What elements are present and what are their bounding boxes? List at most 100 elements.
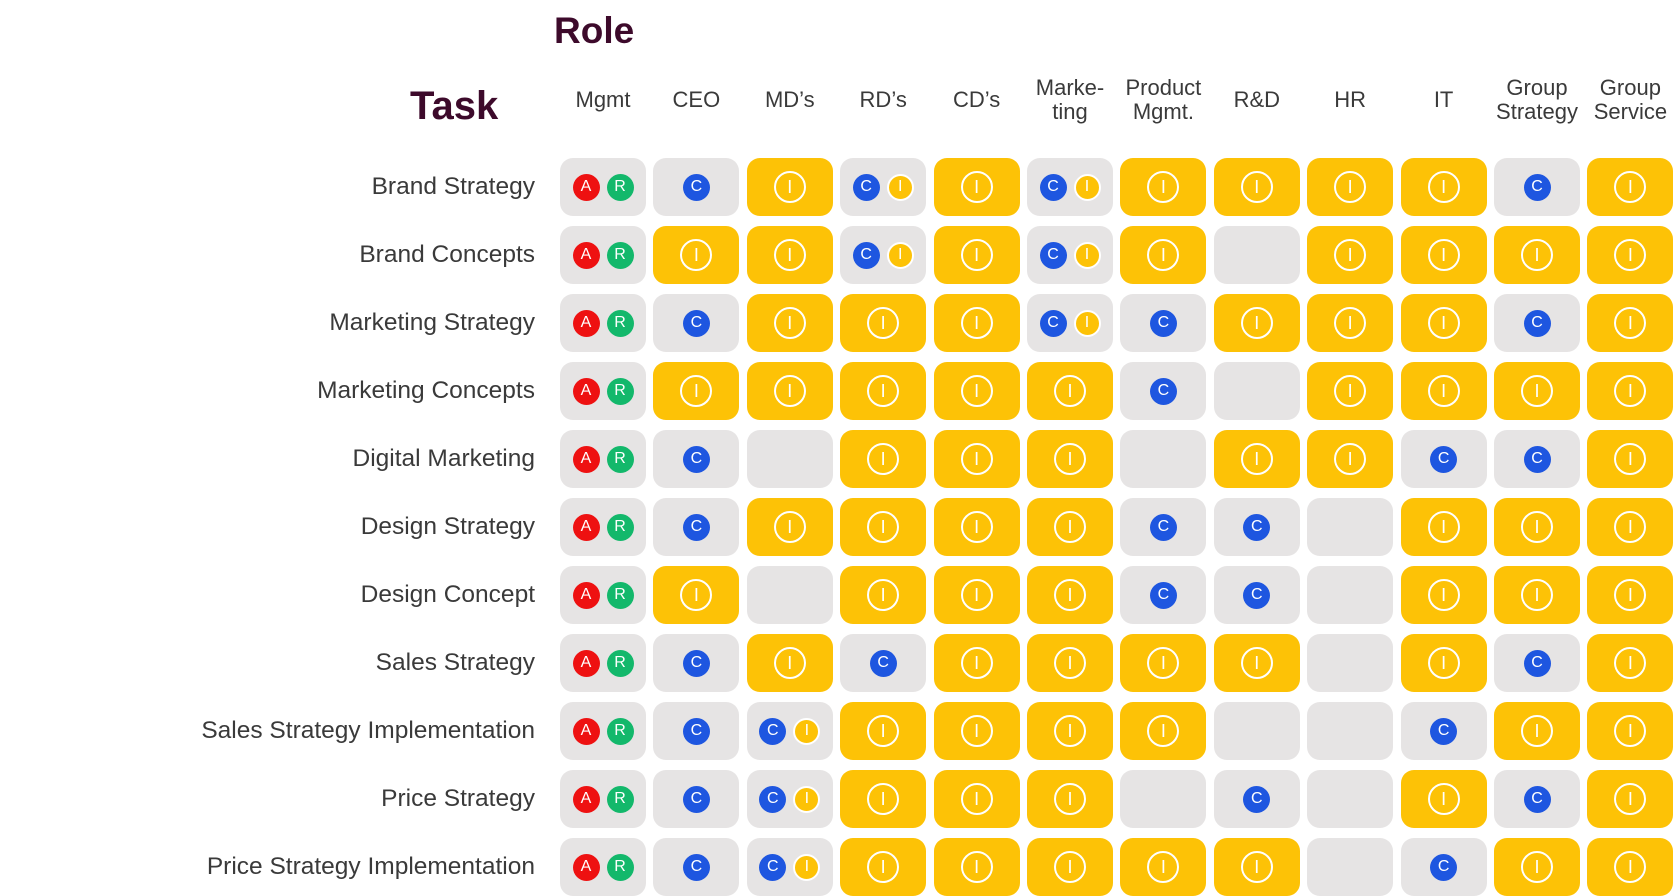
cell-sales-strategy-implementation-ceo: C <box>653 702 740 760</box>
badge-i-icon: I <box>793 785 821 813</box>
badge-r-icon: R <box>606 445 634 473</box>
cell-marketing-strategy-it: I <box>1400 294 1487 352</box>
cell-design-strategy-marke-ting: I <box>1027 498 1113 556</box>
task-label-price-strategy: Price Strategy <box>381 785 535 812</box>
cell-design-strategy-hr <box>1307 498 1394 556</box>
column-header-ceo: CEO <box>672 87 721 112</box>
cell-marketing-concepts-r-d <box>1213 362 1300 420</box>
column-header-group-service: Group Service <box>1593 75 1668 124</box>
badge-i-icon: I <box>1073 241 1101 269</box>
column-header-mgmt: Mgmt <box>575 87 631 112</box>
badge-i-icon: I <box>1614 239 1647 271</box>
cell-sales-strategy-md-s: I <box>746 634 833 692</box>
badge-c-icon: C <box>1243 513 1271 541</box>
task-label-marketing-strategy: Marketing Strategy <box>329 309 535 336</box>
cell-marketing-concepts-md-s: I <box>746 362 833 420</box>
badge-i-icon: I <box>1054 851 1086 883</box>
cell-sales-strategy-product-mgmt: I <box>1120 634 1207 692</box>
cell-brand-concepts-cd-s: I <box>933 226 1020 284</box>
badge-a-icon: A <box>572 173 600 201</box>
badge-c-icon: C <box>1523 785 1551 813</box>
badge-c-icon: C <box>1523 649 1551 677</box>
cell-marketing-concepts-rd-s: I <box>840 362 927 420</box>
task-label-sales-strategy: Sales Strategy <box>375 649 535 676</box>
badge-i-icon: I <box>1614 647 1647 679</box>
cell-price-strategy-implementation-group-service: I <box>1587 838 1674 896</box>
badge-c-icon: C <box>1430 717 1458 745</box>
badge-a-icon: A <box>572 377 600 405</box>
cell-sales-strategy-cd-s: I <box>933 634 1020 692</box>
badge-i-icon: I <box>1427 783 1460 815</box>
badge-i-icon: I <box>1334 307 1367 339</box>
cell-price-strategy-rd-s: I <box>840 770 927 828</box>
cell-brand-strategy-group-service: I <box>1587 158 1674 216</box>
cell-marketing-strategy-ceo: C <box>653 294 740 352</box>
badge-i-icon: I <box>1054 511 1086 543</box>
cell-brand-concepts-product-mgmt: I <box>1120 226 1207 284</box>
cell-digital-marketing-marke-ting: I <box>1027 430 1113 488</box>
badge-i-icon: I <box>1073 309 1101 337</box>
badge-i-icon: I <box>1240 851 1273 883</box>
badge-i-icon: I <box>793 853 821 881</box>
column-header-marke-ting: Marke- ting <box>1035 75 1105 124</box>
cell-design-concept-cd-s: I <box>933 566 1020 624</box>
cell-design-strategy-group-service: I <box>1587 498 1674 556</box>
badge-i-icon: I <box>1614 443 1647 475</box>
badge-r-icon: R <box>606 513 634 541</box>
cell-design-strategy-group-strategy: I <box>1494 498 1580 556</box>
badge-a-icon: A <box>572 853 600 881</box>
badge-i-icon: I <box>1427 511 1460 543</box>
cell-design-concept-product-mgmt: C <box>1120 566 1207 624</box>
badge-i-icon: I <box>1334 171 1367 203</box>
cell-sales-strategy-implementation-group-service: I <box>1587 702 1674 760</box>
cell-sales-strategy-hr <box>1307 634 1394 692</box>
cell-marketing-concepts-group-service: I <box>1587 362 1674 420</box>
column-header-it: IT <box>1433 87 1454 112</box>
cell-sales-strategy-implementation-hr <box>1307 702 1394 760</box>
cell-design-concept-it: I <box>1400 566 1487 624</box>
task-label-brand-concepts: Brand Concepts <box>359 241 535 268</box>
badge-c-icon: C <box>682 649 710 677</box>
badge-i-icon: I <box>1147 239 1180 271</box>
cell-sales-strategy-marke-ting: I <box>1027 634 1113 692</box>
cell-design-strategy-ceo: C <box>653 498 740 556</box>
badge-i-icon: I <box>867 443 900 475</box>
cell-sales-strategy-r-d: I <box>1213 634 1300 692</box>
cell-price-strategy-cd-s: I <box>933 770 1020 828</box>
badge-r-icon: R <box>606 173 634 201</box>
column-header-product-mgmt: Product Mgmt. <box>1125 75 1202 124</box>
badge-c-icon: C <box>852 241 880 269</box>
badge-i-icon: I <box>1054 715 1086 747</box>
cell-price-strategy-marke-ting: I <box>1027 770 1113 828</box>
badge-i-icon: I <box>867 783 900 815</box>
cell-digital-marketing-cd-s: I <box>933 430 1020 488</box>
badge-i-icon: I <box>960 783 993 815</box>
badge-i-icon: I <box>960 307 993 339</box>
badge-c-icon: C <box>1430 853 1458 881</box>
badge-i-icon: I <box>1521 851 1553 883</box>
badge-i-icon: I <box>1614 851 1647 883</box>
badge-i-icon: I <box>1521 239 1553 271</box>
badge-a-icon: A <box>572 241 600 269</box>
badge-r-icon: R <box>606 717 634 745</box>
badge-i-icon: I <box>1614 579 1647 611</box>
badge-r-icon: R <box>606 309 634 337</box>
column-header-md-s: MD’s <box>764 87 815 112</box>
badge-i-icon: I <box>1147 715 1180 747</box>
badge-i-icon: I <box>886 173 914 201</box>
cell-price-strategy-implementation-product-mgmt: I <box>1120 838 1207 896</box>
badge-i-icon: I <box>773 239 806 271</box>
cell-marketing-strategy-r-d: I <box>1213 294 1300 352</box>
cell-digital-marketing-group-service: I <box>1587 430 1674 488</box>
cell-brand-concepts-ceo: I <box>653 226 740 284</box>
badge-i-icon: I <box>1614 715 1647 747</box>
badge-i-icon: I <box>793 717 821 745</box>
